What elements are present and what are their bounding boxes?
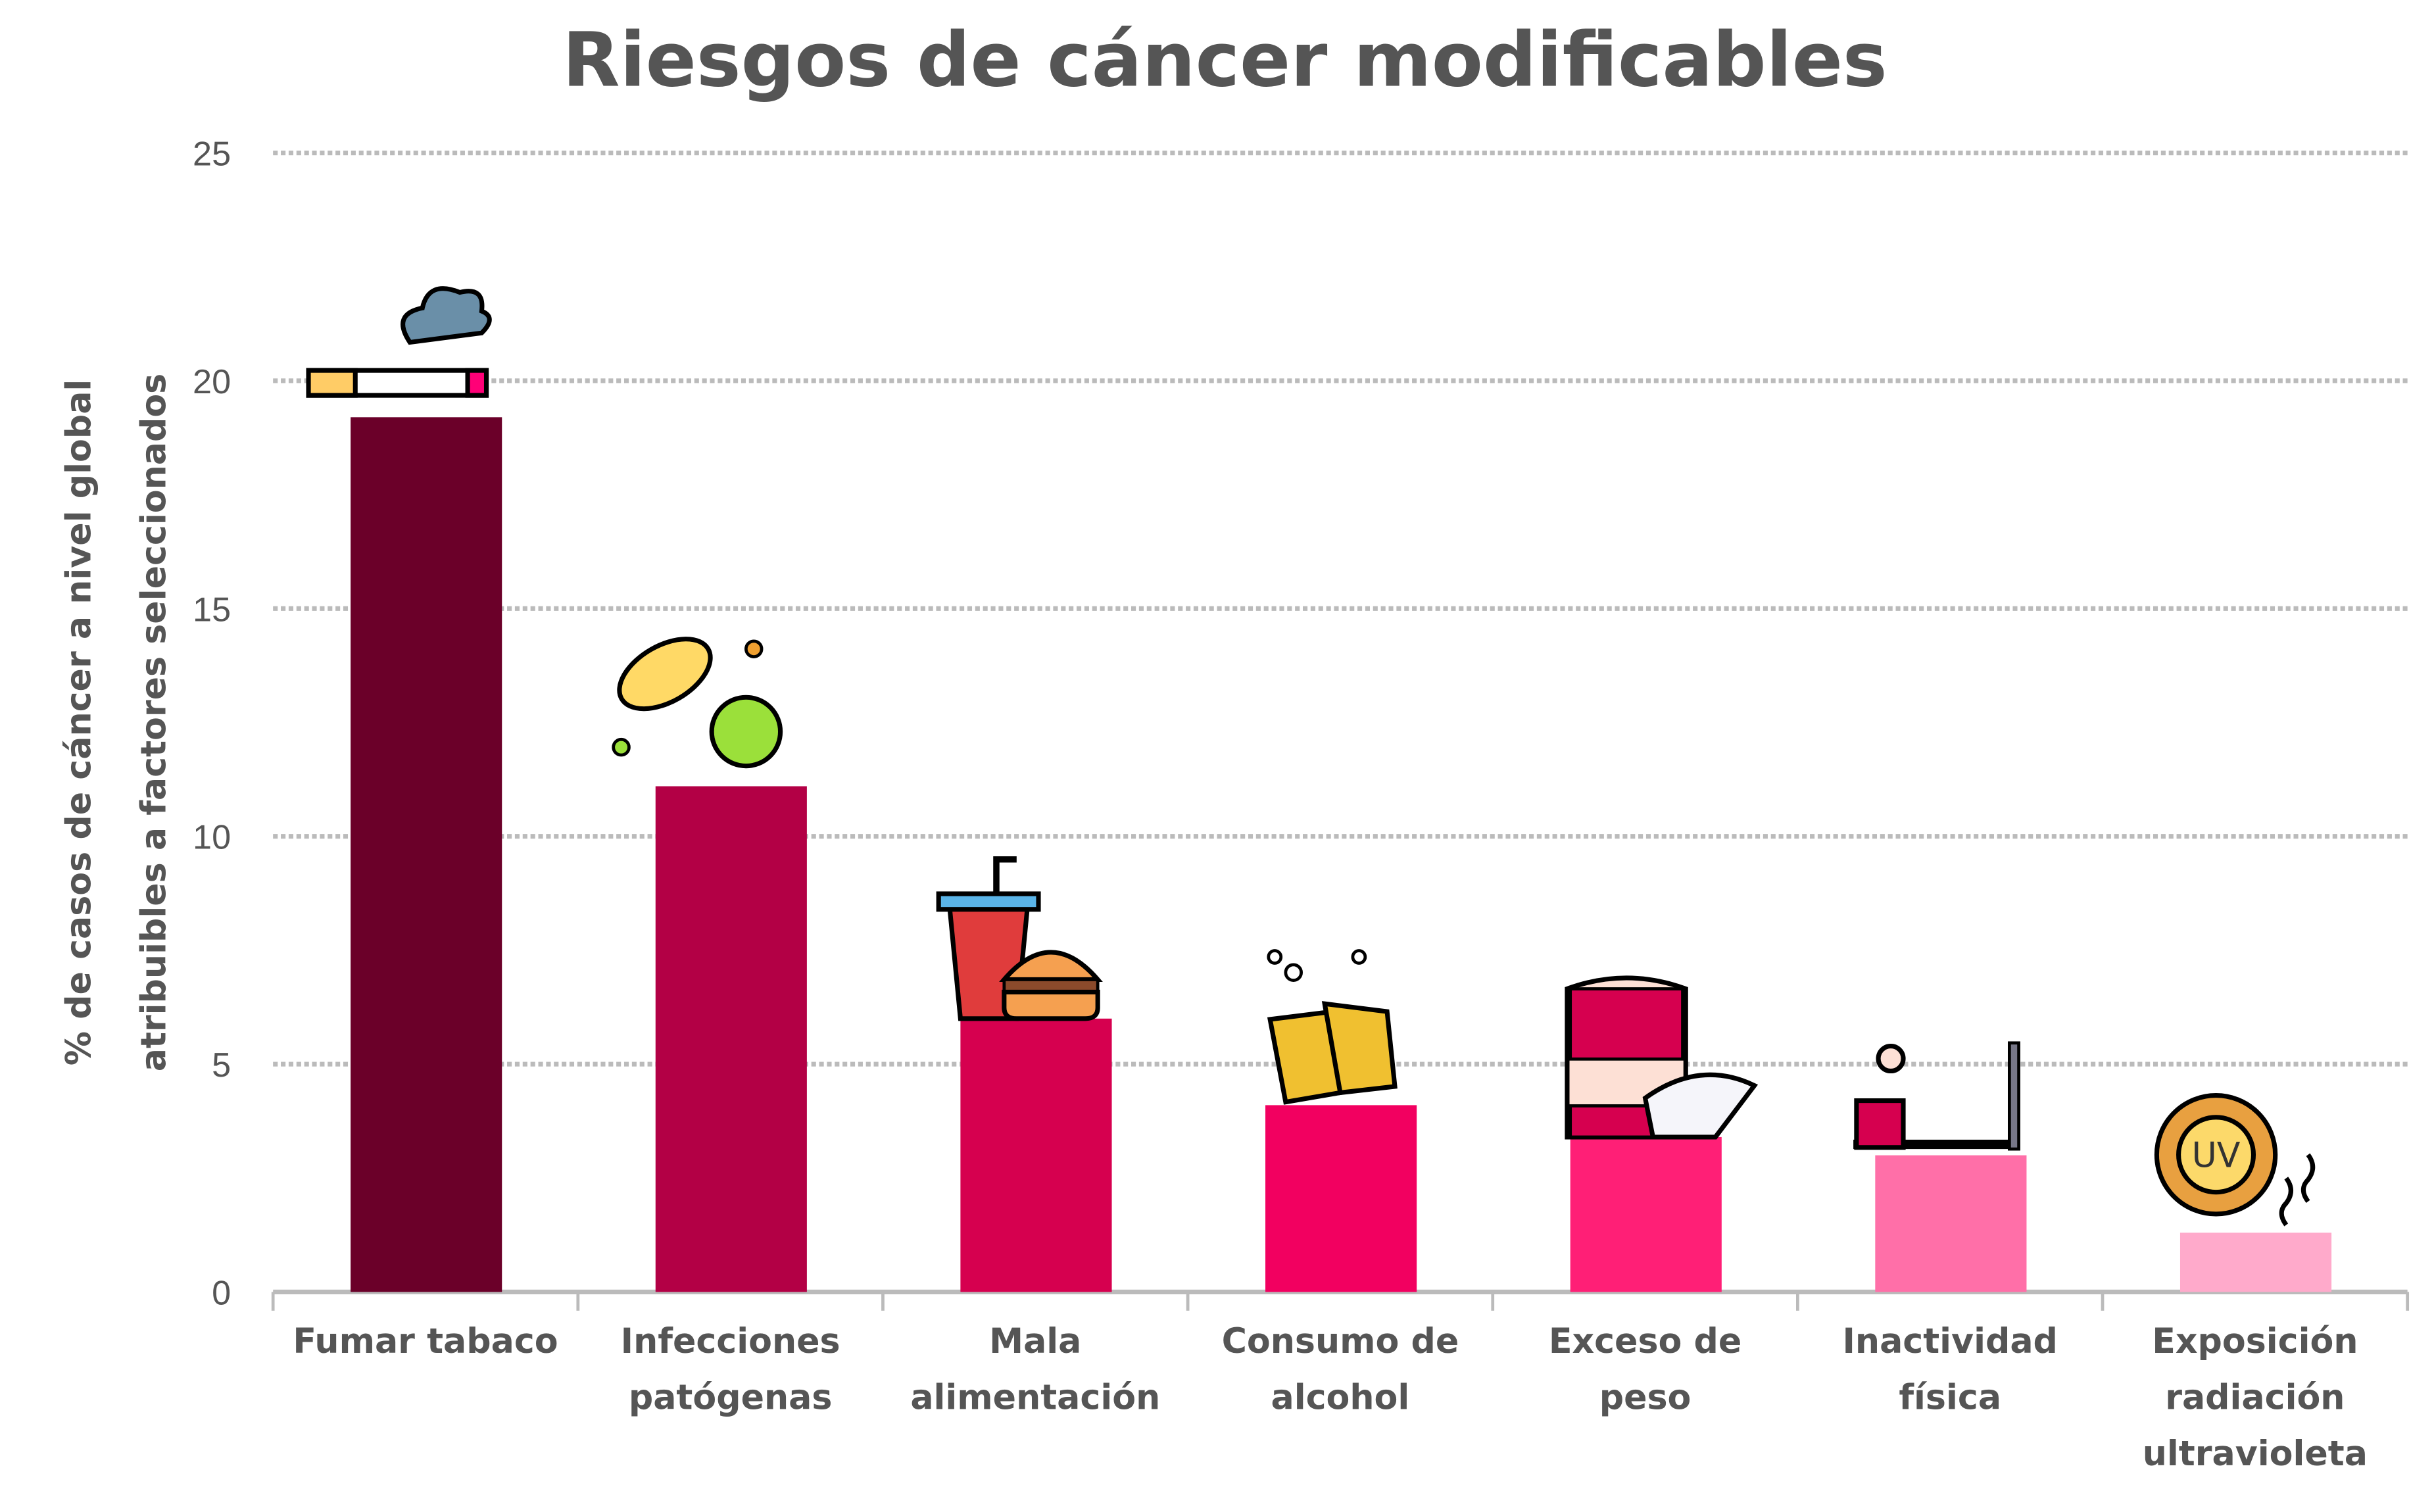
- x-tick-label: Fumar tabaco: [293, 1322, 558, 1361]
- x-tick-label: Mala: [989, 1322, 1081, 1361]
- x-tick-label: Infecciones: [621, 1322, 840, 1361]
- uv-rays: [2279, 1153, 2316, 1227]
- top: [1569, 987, 1684, 1061]
- x-tick-label: Consumo de: [1222, 1322, 1459, 1361]
- x-tick-label: peso: [1599, 1378, 1692, 1417]
- scale: [1642, 1072, 1759, 1140]
- sedentary-tv-icon: [1853, 1041, 2020, 1151]
- bacteria: [617, 637, 713, 712]
- y-tick-label: 25: [193, 135, 231, 174]
- sun-inner: [2176, 1115, 2256, 1195]
- x-tick-label: ultravioleta: [2143, 1434, 2368, 1474]
- bubble: [1351, 949, 1367, 965]
- cigarette-icon: [306, 286, 492, 398]
- virus: [709, 695, 783, 769]
- tv: [2007, 1041, 2020, 1151]
- x-tick-label: Exceso de: [1549, 1322, 1741, 1361]
- y-tick-label: 10: [193, 819, 231, 857]
- bun-bottom: [1002, 989, 1100, 1021]
- x-tick-label: Inactividad: [1843, 1322, 2058, 1361]
- bun-top: [999, 950, 1103, 983]
- lid: [936, 891, 1041, 912]
- bar-0: [351, 417, 502, 1292]
- bar-5: [1875, 1155, 2027, 1292]
- bar-4: [1570, 1136, 1722, 1292]
- bar-2: [960, 1018, 1112, 1292]
- bar-3: [1265, 1105, 1417, 1292]
- uv-text: UV: [2192, 1136, 2241, 1176]
- y-tick-label: 15: [193, 591, 231, 629]
- x-tick-label: alcohol: [1271, 1378, 1410, 1417]
- y-axis-label-line2: atribuibles a factores seleccionados: [134, 374, 174, 1071]
- y-tick-label: 20: [193, 363, 231, 401]
- cigarette-tip: [465, 368, 489, 398]
- chair: [1854, 1098, 1906, 1150]
- bubble: [1267, 949, 1283, 965]
- y-axis-label-line1: % de casos de cáncer a nivel global: [60, 379, 99, 1066]
- bar-1: [655, 786, 807, 1292]
- beer-mug: [1321, 1001, 1398, 1096]
- straw: [993, 856, 1017, 894]
- weight-scale-icon: [1565, 975, 1759, 1140]
- chart-title: Riesgos de cáncer modificables: [562, 16, 1887, 104]
- x-tick-label: física: [1899, 1378, 2001, 1417]
- beer-mugs-icon: [1267, 949, 1398, 1105]
- x-tick-label: patógenas: [629, 1378, 833, 1417]
- head: [1876, 1043, 1906, 1074]
- x-tick-label: radiación: [2165, 1378, 2345, 1417]
- y-tick-label: 5: [212, 1046, 231, 1085]
- bar-6: [2179, 1232, 2332, 1292]
- uv-sun-icon: UV: [2154, 1093, 2316, 1227]
- x-tick-label: Exposición: [2152, 1322, 2358, 1361]
- smoke: [401, 286, 492, 345]
- bubble: [1284, 963, 1303, 982]
- dot: [612, 737, 631, 757]
- cigarette-filter: [306, 368, 358, 398]
- fast-food-icon: [936, 856, 1103, 1021]
- y-tick-label: 0: [212, 1274, 231, 1312]
- germs-icon: [612, 637, 783, 769]
- x-tick-label: alimentación: [910, 1378, 1160, 1417]
- dot: [744, 639, 764, 658]
